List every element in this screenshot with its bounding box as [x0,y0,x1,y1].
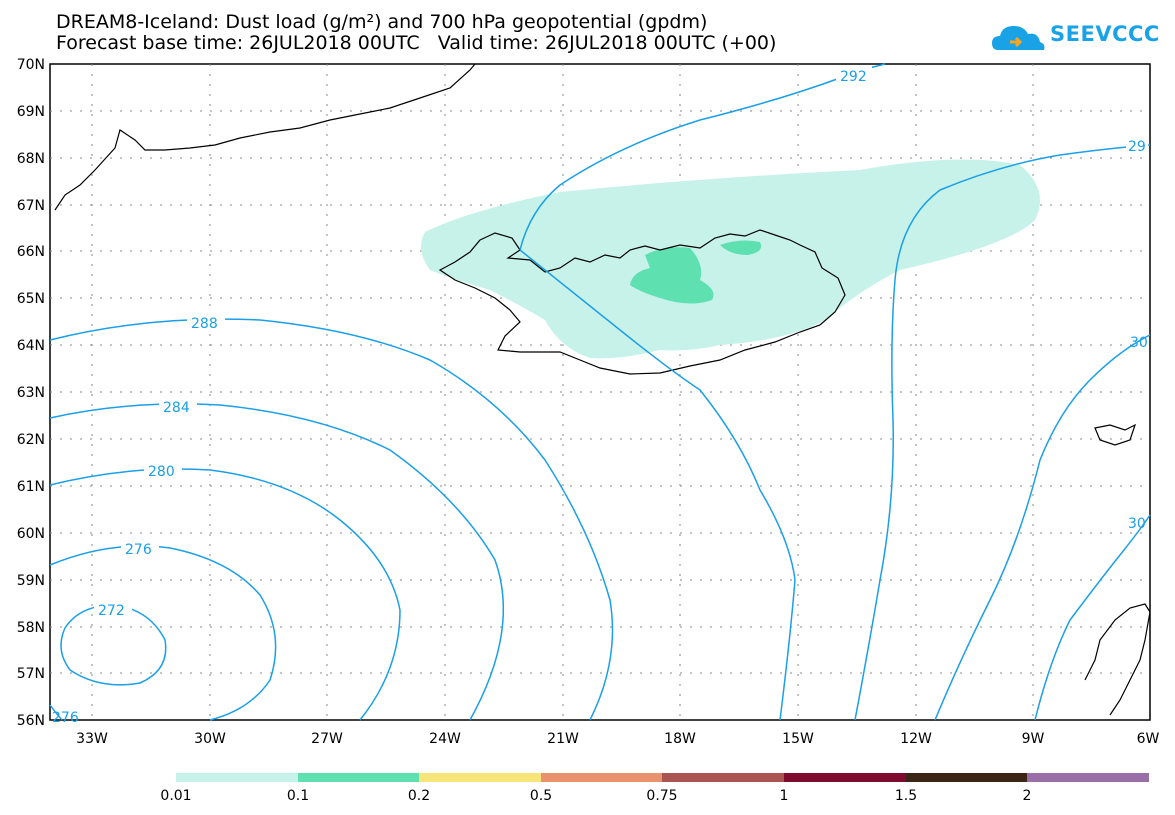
lon-label: 24W [429,731,461,747]
contour-288 [49,318,614,721]
greenland-coast [54,63,476,211]
lat-label: 66N [17,244,45,260]
contour-label: 276 [125,542,152,558]
contour-292-continued [519,249,796,721]
contour-label: 288 [191,316,218,332]
lat-label: 63N [17,385,45,401]
contour-label: 30 [1128,516,1146,532]
lon-label: 9W [1022,731,1045,747]
lat-label: 70N [17,57,45,73]
cloud-icon [992,26,1045,50]
legend-label: 0.5 [530,788,552,804]
lon-label: 33W [76,731,108,747]
legend-colorbar [176,773,1149,782]
contour-29x [854,144,1151,721]
dust-area-medium-2 [720,240,762,255]
map-title: DREAM8-Iceland: Dust load (g/m²) and 700… [56,11,708,33]
lon-label: 18W [664,731,696,747]
contour-280 [49,468,401,721]
map-subtitle: Forecast base time: 26JUL2018 00UTC Vali… [56,32,777,54]
lat-label: 58N [17,620,45,636]
contour-30x-1 [934,334,1151,721]
lon-label: 15W [782,731,814,747]
legend-label: 1 [780,788,789,804]
longitude-labels: 33W 30W 27W 24W 21W 18W 15W 12W 9W 6W [76,731,1159,747]
scotland-coast [1084,603,1151,716]
contour-label: 276 [52,710,79,726]
legend-labels: 0.01 0.1 0.2 0.5 0.75 1 1.5 2 [160,788,1031,804]
dust-area-medium [630,247,714,304]
contour-label: 272 [98,603,125,619]
lon-label: 27W [311,731,343,747]
legend-label: 0.2 [408,788,430,804]
lat-label: 68N [17,151,45,167]
legend-label: 1.5 [895,788,917,804]
legend-swatch [419,773,541,782]
contour-label: 280 [148,464,175,480]
lat-label: 69N [17,104,45,120]
legend-swatch [1027,773,1149,782]
lat-label: 62N [17,432,45,448]
iceland-coast [438,229,846,375]
legend-swatch [298,773,419,782]
contour-labels: 292 29 288 284 280 276 272 276 30 30 [52,66,1148,726]
lat-label: 65N [17,291,45,307]
lat-label: 67N [17,198,45,214]
legend-swatch [906,773,1027,782]
lat-label: 59N [17,573,45,589]
legend-swatch [662,773,784,782]
legend-swatch [784,773,906,782]
contour-276-corner [49,704,63,721]
contour-label: 30 [1130,335,1148,351]
lat-label: 57N [17,666,45,682]
lat-label: 60N [17,526,45,542]
logo-text: SEEVCCC [1050,22,1160,46]
contour-label: 29 [1128,139,1146,155]
legend-label: 0.01 [160,788,191,804]
legend-label: 0.1 [287,788,309,804]
lat-label: 64N [17,338,45,354]
dust-area-light [421,159,1040,359]
lat-label: 61N [17,479,45,495]
contour-label: 284 [163,400,190,416]
contour-276 [49,545,277,721]
latitude-labels: 70N 69N 68N 67N 66N 65N 64N 63N 62N 61N … [17,57,45,729]
contour-30x-2 [1034,514,1151,721]
coastlines [54,63,1151,716]
faroe-coast [1094,423,1137,446]
legend-swatch [541,773,662,782]
lon-label: 21W [547,731,579,747]
legend-swatch [176,773,298,782]
legend-label: 2 [1023,788,1032,804]
lon-label: 30W [194,731,226,747]
contour-284 [49,403,505,721]
lon-label: 6W [1137,731,1160,747]
legend-label: 0.75 [646,788,677,804]
contour-label: 292 [840,69,867,85]
lat-label: 56N [17,713,45,729]
lon-label: 12W [900,731,932,747]
